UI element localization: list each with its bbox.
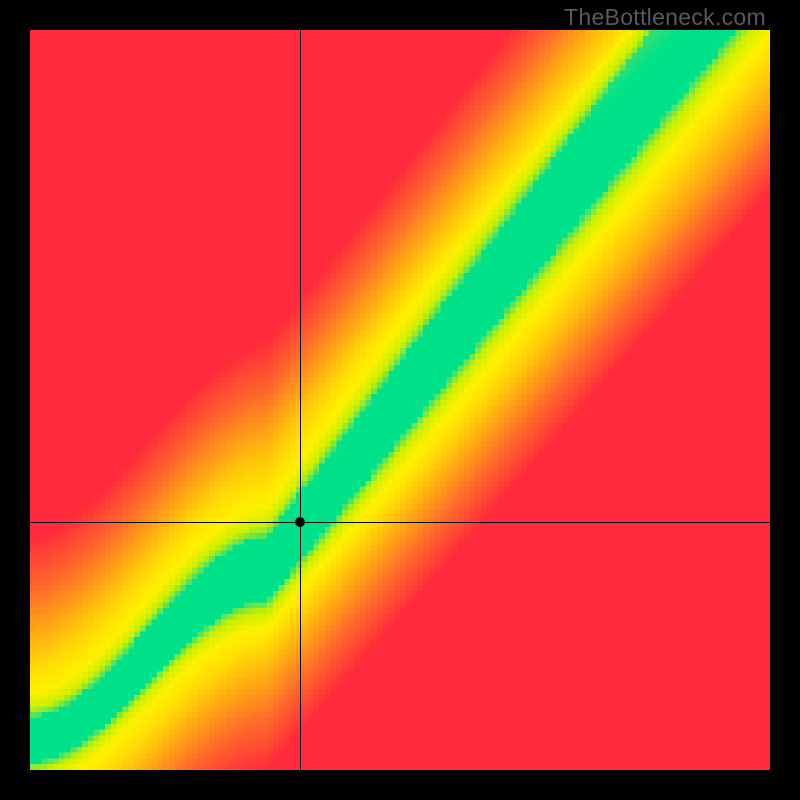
crosshair-horizontal-line (30, 522, 770, 523)
watermark-text: TheBottleneck.com (564, 4, 766, 31)
bottleneck-heatmap (30, 30, 770, 770)
crosshair-vertical-line (300, 30, 301, 770)
